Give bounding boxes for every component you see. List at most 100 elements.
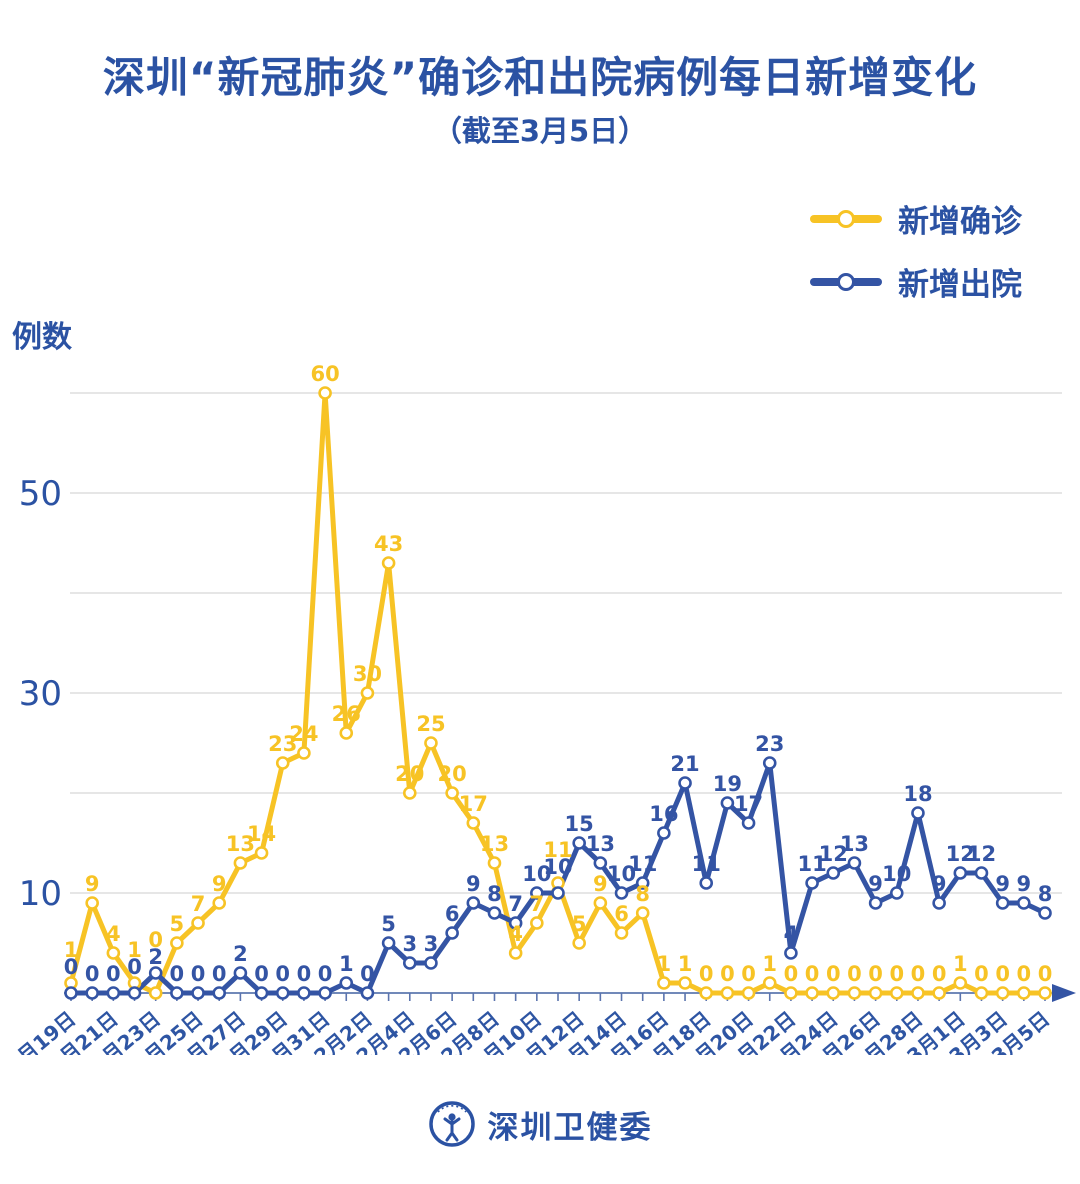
chart-svg: 1月19日1月21日1月23日1月25日1月27日1月29日1月31日2月2日2… [2,362,1076,1077]
confirmed-value-label: 7 [530,892,545,916]
confirmed-point [148,986,163,1000]
confirmed-point [657,976,671,990]
discharged-point [911,806,925,820]
discharged-value-label: 0 [191,962,206,986]
confirmed-value-label: 1 [762,952,777,976]
discharged-line-swatch [810,272,882,291]
confirmed-point [805,986,819,1000]
confirmed-point [106,946,121,960]
confirmed-value-label: 4 [508,922,523,946]
confirmed-point [360,686,375,700]
confirmed-value-label: 0 [1017,962,1032,986]
discharged-point [699,876,714,890]
confirmed-point [466,816,481,830]
discharged-value-label: 3 [402,932,417,956]
discharged-value-label: 10 [522,862,551,886]
discharged-point [995,896,1010,910]
confirmed-point [720,986,735,1000]
confirmed-value-label: 0 [805,962,820,986]
discharged-value-label: 3 [424,932,439,956]
legend-label-discharged: 新增出院 [898,267,1022,303]
confirmed-point [868,986,883,1000]
confirmed-point [297,746,311,760]
discharged-point [254,986,269,1000]
discharged-point [233,966,248,980]
confirmed-point [170,936,184,950]
shenzhen-health-logo [428,1101,475,1147]
confirmed-value-label: 0 [148,928,163,952]
discharged-point [826,866,841,880]
discharged-value-label: 18 [903,782,932,806]
chart: 1月19日 1月21日 1月23日 1月25日 1月27日 1月29日 1月31日 2月2日 2… [0,355,1080,1077]
discharged-value-label: 0 [318,962,333,986]
discharged-value-label: 17 [734,792,763,816]
discharged-value-label: 9 [466,872,481,896]
discharged-point [720,796,735,810]
discharged-point [64,986,78,1000]
confirmed-point [212,896,227,910]
confirmed-value-label: 0 [720,962,735,986]
discharged-point [106,986,121,1000]
confirmed-point [889,986,904,1000]
discharged-value-label: 21 [670,752,699,776]
page-subtitle: （截至3月5日） [432,114,648,148]
confirmed-point [974,986,989,1000]
discharged-point [572,836,586,850]
discharged-value-label: 9 [1017,872,1032,896]
confirmed-value-label: 4 [106,922,121,946]
confirmed-point [635,906,650,920]
discharged-value-label: 11 [692,852,721,876]
confirmed-point [762,976,777,990]
legend-label-confirmed: 新增确诊 [898,204,1022,240]
discharged-point [170,986,184,1000]
discharged-point [593,856,608,870]
confirmed-value-label: 20 [438,762,467,786]
discharged-point [508,916,523,930]
footer-brand: 深圳卫健委 [487,1109,653,1146]
discharged-point [741,816,756,830]
discharged-point [678,776,692,790]
footer: 深圳卫健委 [0,1100,1080,1148]
discharged-value-label: 0 [106,962,121,986]
confirmed-point [953,976,968,990]
confirmed-value-label: 0 [995,962,1010,986]
confirmed-point [847,986,862,1000]
confirmed-point [487,856,502,870]
discharged-point [805,876,819,890]
discharged-value-label: 7 [508,892,523,916]
confirmed-point [784,986,798,1000]
confirmed-value-label: 5 [572,912,587,936]
discharged-value-label: 0 [127,955,142,979]
discharged-point [424,956,438,970]
discharged-value-label: 0 [275,962,290,986]
confirmed-point [191,916,205,930]
discharged-value-label: 12 [946,842,975,866]
discharged-point [402,956,417,970]
discharged-point [1038,906,1052,920]
confirmed-point [932,986,946,1000]
confirmed-value-label: 0 [699,962,714,986]
discharged-value-label: 11 [797,852,826,876]
discharged-value-label: 4 [784,922,799,946]
discharged-value-label: 6 [445,902,460,926]
confirmed-value-label: 6 [614,902,629,926]
confirmed-point [254,846,269,860]
confirmed-value-label: 23 [268,732,297,756]
confirmed-value-label: 0 [974,962,989,986]
confirmed-point [530,916,544,930]
confirmed-point [911,986,925,1000]
confirmed-point [508,946,523,960]
discharged-value-label: 0 [170,962,185,986]
discharged-point [191,986,205,1000]
confirmed-point [402,786,417,800]
confirmed-value-label: 17 [459,792,488,816]
discharged-point [127,986,142,1000]
confirmed-value-label: 9 [85,872,100,896]
discharged-value-label: 23 [755,732,784,756]
discharged-markers [64,756,1052,1000]
discharged-value-label: 13 [586,832,615,856]
confirmed-value-label: 1 [953,952,968,976]
confirmed-value-label: 9 [212,872,227,896]
confirmed-value-label: 13 [480,832,509,856]
